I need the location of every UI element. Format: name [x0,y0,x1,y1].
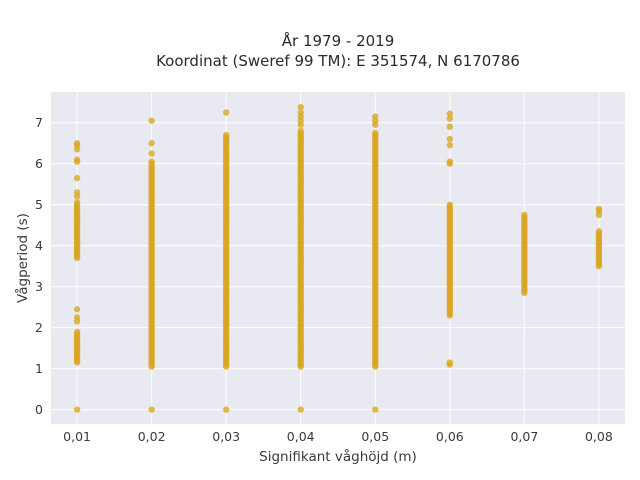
y-axis-title: Vågperiod (s) [14,213,31,303]
data-point [73,406,81,413]
x-tick-label: 0,07 [510,429,538,444]
x-tick-label: 0,05 [361,429,389,444]
chart-title-line2: Koordinat (Sweref 99 TM): E 351574, N 61… [156,52,520,70]
data-point [73,306,81,313]
data-point [297,406,304,413]
data-point [222,406,230,413]
y-tick-label: 7 [35,115,43,130]
x-tick-label: 0,06 [436,429,464,444]
y-tick-label: 4 [35,238,43,253]
data-point [148,150,155,157]
data-point [73,328,81,335]
y-tick-label: 5 [35,197,43,212]
data-point [148,406,155,413]
y-axis-ticks: 0 1 2 3 4 5 6 7 [35,115,43,417]
data-point [73,314,81,321]
data-point [446,123,454,131]
y-tick-label: 1 [35,361,43,376]
x-tick-label: 0,01 [63,429,91,444]
data-point [148,158,155,165]
data-point [73,140,81,147]
data-point [446,110,454,117]
data-point [446,115,454,122]
data-point [372,129,379,137]
data-point [297,109,304,116]
data-point [446,142,454,149]
data-point [372,113,379,120]
data-point [222,131,230,139]
data-point [73,174,81,182]
data-point [446,201,454,208]
data-point [446,135,454,143]
data-point [222,109,230,116]
data-point [446,158,454,165]
x-axis-ticks: 0,01 0,02 0,03 0,04 0,05 0,06 0,07 0,08 [63,429,613,444]
data-point [148,140,155,147]
data-point [595,205,603,213]
x-axis-title: Signifikant våghöjd (m) [259,448,417,465]
y-tick-label: 3 [35,279,43,294]
x-tick-label: 0,04 [287,429,315,444]
data-point [372,406,379,413]
y-tick-label: 0 [35,402,43,417]
y-tick-label: 2 [35,320,43,335]
data-point [446,359,454,366]
data-point [73,199,81,206]
data-point [73,156,81,163]
y-tick-label: 6 [35,156,43,171]
plot-area [51,92,625,424]
data-point [148,117,155,124]
data-point [297,127,304,135]
data-point [521,211,528,219]
chart-title-line1: År 1979 - 2019 [282,31,395,50]
x-tick-label: 0,02 [138,429,166,444]
x-tick-label: 0,08 [585,429,613,444]
data-point [297,103,304,111]
data-points [73,103,603,413]
x-tick-label: 0,03 [212,429,240,444]
data-point [73,189,81,196]
data-point [595,228,603,235]
